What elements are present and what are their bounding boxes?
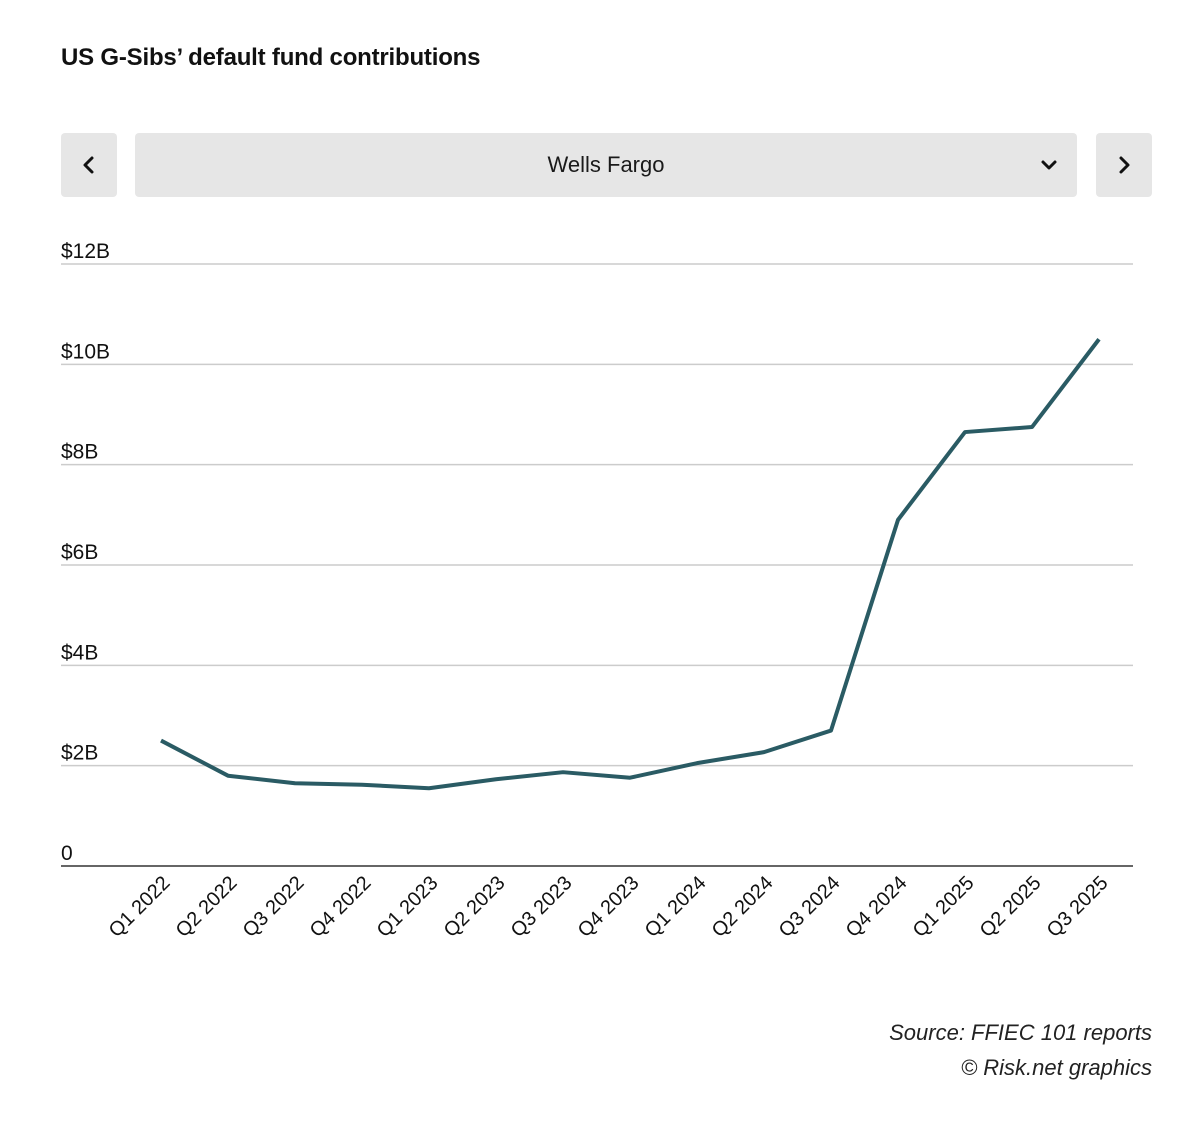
x-tick-label: Q2 2024 xyxy=(708,872,778,942)
x-tick-label: Q2 2025 xyxy=(976,872,1046,942)
y-tick-label: $10B xyxy=(61,340,110,363)
x-tick-label: Q1 2025 xyxy=(909,872,979,942)
x-tick-label: Q3 2025 xyxy=(1043,872,1113,942)
bank-selector-dropdown[interactable]: Wells Fargo xyxy=(135,133,1077,197)
y-tick-label: 0 xyxy=(61,842,73,865)
x-tick-label: Q2 2023 xyxy=(440,872,510,942)
y-tick-label: $2B xyxy=(61,742,98,765)
y-tick-label: $6B xyxy=(61,541,98,564)
y-tick-label: $12B xyxy=(61,240,110,263)
x-tick-label: Q3 2024 xyxy=(775,872,845,942)
previous-button[interactable] xyxy=(61,133,117,197)
x-tick-label: Q4 2022 xyxy=(306,872,376,942)
chevron-left-icon xyxy=(83,156,94,174)
y-tick-label: $4B xyxy=(61,641,98,664)
chevron-down-icon xyxy=(1041,160,1057,170)
chart-footer: Source: FFIEC 101 reports © Risk.net gra… xyxy=(889,1015,1152,1085)
series-line-wells-fargo xyxy=(160,338,1101,791)
x-tick-label: Q1 2023 xyxy=(373,872,443,942)
x-tick-label: Q1 2024 xyxy=(641,872,711,942)
x-tick-label: Q1 2022 xyxy=(105,872,175,942)
bank-selector-value: Wells Fargo xyxy=(547,152,665,177)
chart-title: US G-Sibs’ default fund contributions xyxy=(61,44,481,71)
credit-note: © Risk.net graphics xyxy=(960,1055,1152,1080)
chevron-right-icon xyxy=(1119,156,1130,174)
x-tick-label: Q3 2023 xyxy=(507,872,577,942)
x-tick-label: Q4 2023 xyxy=(574,872,644,942)
y-tick-label: $8B xyxy=(61,441,98,464)
x-tick-label: Q4 2024 xyxy=(842,872,912,942)
x-tick-label: Q3 2022 xyxy=(239,872,309,942)
next-button[interactable] xyxy=(1096,133,1152,197)
x-tick-label: Q2 2022 xyxy=(172,872,242,942)
source-note: Source: FFIEC 101 reports xyxy=(889,1020,1152,1045)
